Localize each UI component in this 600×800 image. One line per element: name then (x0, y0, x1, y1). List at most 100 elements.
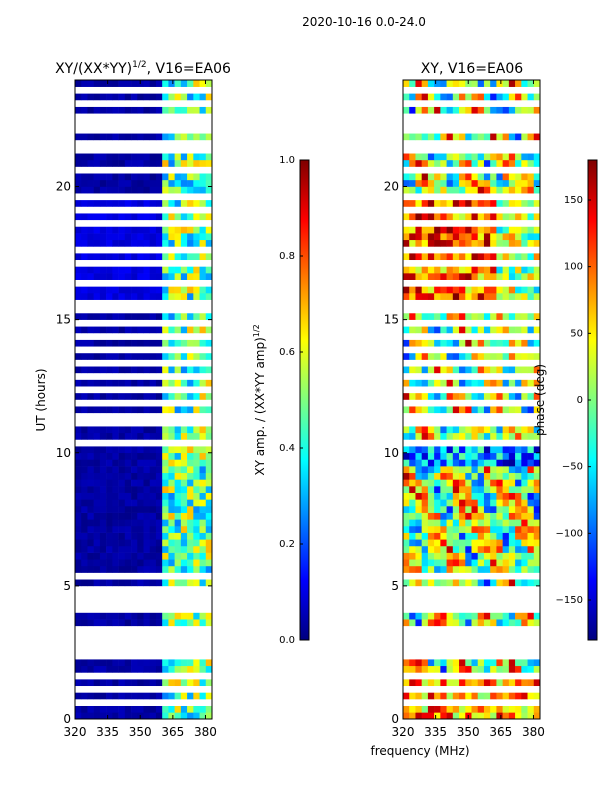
amp-heatmap-cell (174, 133, 182, 141)
amp-heatmap-cell (155, 499, 163, 507)
amp-heatmap-cell (137, 472, 144, 480)
amp-heatmap-cell (180, 226, 188, 234)
amp-heatmap-cell (162, 199, 169, 207)
phase-heatmap-cell (403, 339, 410, 347)
phase-heatmap-cell (483, 486, 491, 493)
amp-heatmap-cell (106, 312, 113, 320)
phase-heatmap-cell (452, 459, 460, 467)
phase-heatmap-cell (521, 612, 528, 620)
amp-heatmap-cell (81, 133, 88, 141)
phase-heatmap-cell (533, 552, 541, 560)
amp-heatmap-cell (93, 326, 101, 334)
phase-heatmap-cell (521, 659, 528, 667)
phase-heatmap-cell (403, 532, 410, 540)
phase-heatmap-cell (452, 612, 460, 620)
amp-heatmap-cell (193, 565, 200, 573)
phase-heatmap-flagged-row (403, 306, 540, 314)
amp-heatmap-cell (162, 406, 169, 414)
amp-heatmap-cell (118, 173, 126, 181)
phase-heatmap-cell (521, 559, 528, 567)
phase-heatmap-cell (508, 506, 516, 513)
amp-heatmap-cell (174, 239, 182, 247)
amp-heatmap-cell (205, 80, 213, 87)
phase-heatmap-cell (440, 612, 447, 620)
amp-heatmap-cell (106, 579, 113, 587)
amp-heatmap-cell (118, 446, 126, 454)
phase-heatmap-cell (415, 579, 422, 587)
amp-heatmap-cell (87, 712, 94, 720)
phase-heatmap-cell (508, 486, 516, 493)
amp-heatmap-cell (124, 612, 132, 620)
amp-heatmap-flagged-row (75, 113, 212, 121)
amp-heatmap-cell (168, 273, 175, 280)
amp-heatmap-cell (118, 705, 126, 713)
phase-heatmap-cell (452, 565, 460, 573)
phase-heatmap-cell (421, 492, 429, 500)
amp-heatmap-cell (155, 186, 163, 194)
amp-heatmap-cell (106, 492, 113, 500)
amp-heatmap-cell (155, 532, 163, 540)
phase-heatmap-cell (446, 153, 454, 161)
phase-heatmap-cell (446, 253, 454, 261)
amp-heatmap-cell (168, 519, 175, 527)
phase-heatmap-cell (427, 312, 435, 320)
amp-heatmap-cell (205, 286, 213, 294)
amp-heatmap-cell (93, 213, 101, 221)
phase-heatmap-cell (465, 492, 472, 500)
amp-heatmap-cell (155, 492, 163, 500)
amp-heatmap-cell (87, 93, 94, 101)
amp-heatmap-cell (205, 273, 213, 280)
phase-heatmap-cell (502, 253, 510, 261)
amp-heatmap-cell (199, 579, 207, 587)
phase-heatmap-cell (446, 80, 454, 87)
amp-heatmap-cell (131, 466, 138, 474)
phase-heatmap-cell (403, 286, 410, 294)
amp-heatmap-cell (168, 679, 175, 687)
amp-heatmap-cell (87, 565, 94, 573)
phase-heatmap-cell (490, 446, 497, 454)
phase-heatmap-cell (403, 159, 410, 167)
amp-heatmap-cell (187, 326, 194, 334)
amp-heatmap-cell (162, 213, 169, 221)
phase-heatmap-cell (440, 545, 447, 553)
amp-heatmap-cell (143, 432, 151, 440)
amp-heatmap-cell (124, 432, 132, 440)
phase-heatmap-cell (446, 159, 454, 167)
amp-heatmap-cell (87, 466, 94, 474)
amp-heatmap-cell (131, 559, 138, 567)
amp-heatmap-cell (155, 312, 163, 320)
amp-heatmap-cell (149, 352, 157, 360)
phase-heatmap-cell (508, 452, 516, 460)
amp-heatmap-cell (81, 446, 88, 454)
phase-heatmap-cell (515, 612, 522, 620)
phase-heatmap-cell (477, 406, 485, 414)
amp-heatmap-cell (205, 612, 213, 620)
phase-heatmap-cell (502, 619, 510, 627)
phase-heatmap-cell (440, 486, 447, 493)
phase-heatmap-cell (421, 472, 429, 480)
phase-heatmap-cell (459, 239, 466, 247)
phase-heatmap-cell (434, 559, 441, 567)
phase-heatmap-cell (440, 579, 447, 587)
phase-heatmap-cell (434, 273, 441, 280)
phase-heatmap-cell (533, 339, 541, 347)
amp-heatmap-cell (137, 479, 144, 487)
phase-heatmap-cell (477, 612, 485, 620)
phase-heatmap-cell (459, 512, 466, 520)
phase-heatmap-cell (403, 579, 410, 587)
phase-heatmap-cell (508, 80, 516, 87)
phase-heatmap-cell (471, 472, 479, 480)
phase-heatmap-cell (521, 466, 528, 474)
amp-heatmap-cell (112, 239, 119, 247)
amp-heatmap-cell (174, 173, 182, 181)
amp-heatmap-cell (106, 379, 113, 387)
phase-heatmap-cell (421, 446, 429, 454)
amp-heatmap-cell (99, 499, 107, 507)
phase-heatmap-cell (527, 366, 535, 374)
phase-heatmap-cell (409, 712, 416, 720)
amp-heatmap-cell (193, 492, 200, 500)
amp-heatmap-cell (205, 233, 213, 241)
phase-heatmap-cell (403, 239, 410, 247)
phase-heatmap-cell (415, 379, 422, 387)
